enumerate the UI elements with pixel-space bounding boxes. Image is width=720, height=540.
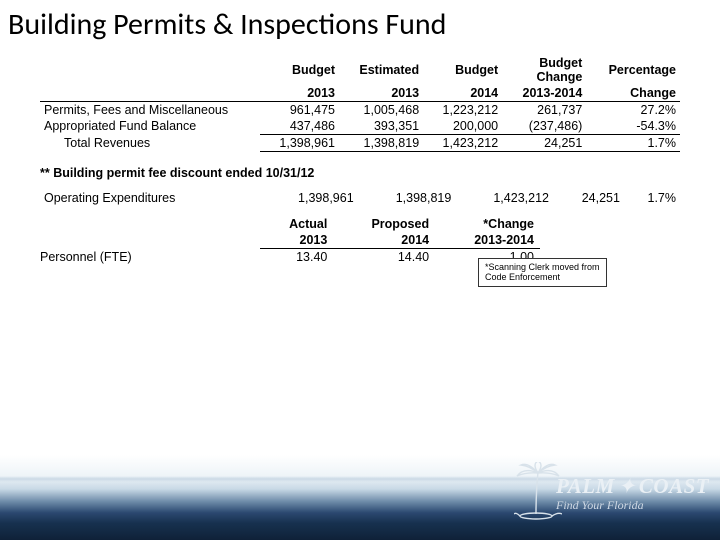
hdr-c5-top: Percentage (586, 55, 680, 85)
cell: 1,005,468 (339, 102, 423, 119)
hdr-c4-bot: 2013-2014 (502, 85, 586, 102)
brand-main: PALM✦COAST (556, 476, 709, 497)
row-permits: Permits, Fees and Miscellaneous 961,475 … (40, 102, 680, 119)
cell: 24,251 (502, 135, 586, 152)
row-permits-label: Permits, Fees and Miscellaneous (40, 102, 260, 119)
cell: 1,423,212 (423, 135, 502, 152)
opex-table: Operating Expenditures 1,398,961 1,398,8… (40, 190, 680, 206)
brand-text: PALM✦COAST Find Your Florida (556, 476, 709, 511)
cell: 1.7% (586, 135, 680, 152)
cell: 261,737 (502, 102, 586, 119)
page-title: Building Permits & Inspections Fund (0, 0, 720, 43)
table-header-row-2: 2013 2013 2014 2013-2014 Change (40, 85, 680, 102)
brand-palm: PALM (556, 474, 615, 498)
row-total: Total Revenues 1,398,961 1,398,819 1,423… (40, 135, 680, 152)
hdr-c4-top: BudgetChange (502, 55, 586, 85)
row-opex: Operating Expenditures 1,398,961 1,398,8… (40, 190, 680, 206)
hdr-c3-top: *Change (435, 216, 540, 232)
note-line2: Code Enforcement (485, 272, 600, 282)
row-fte-label: Personnel (FTE) (40, 249, 180, 266)
cell: 27.2% (586, 102, 680, 119)
cell: 14.40 (333, 249, 435, 266)
row-fte: Personnel (FTE) 13.40 14.40 1.00 (120, 249, 540, 266)
row-approp-label: Appropriated Fund Balance (40, 118, 260, 135)
hdr-c1-top: Budget (260, 55, 339, 85)
table-header-row-1: Budget Estimated Budget BudgetChange Per… (40, 55, 680, 85)
hdr-c2-bot: 2014 (333, 232, 435, 249)
hdr-c2-top: Proposed (333, 216, 435, 232)
note-line1: *Scanning Clerk moved from (485, 262, 600, 272)
brand-tagline: Find Your Florida (556, 499, 709, 511)
hdr-c3-top: Budget (423, 55, 502, 85)
hdr-blank2 (40, 85, 260, 102)
cell: 1,398,819 (339, 135, 423, 152)
cell: 961,475 (260, 102, 339, 119)
cell: -54.3% (586, 118, 680, 135)
hdr-c1-top: Actual (260, 216, 333, 232)
content-area: Budget Estimated Budget BudgetChange Per… (0, 43, 720, 265)
personnel-table: Actual Proposed *Change 2013 2014 2013-2… (120, 216, 540, 265)
pers-header-row-2: 2013 2014 2013-2014 (120, 232, 540, 249)
palm-tree-icon (514, 462, 562, 522)
cell: 1.7% (624, 190, 680, 206)
cell: 437,486 (260, 118, 339, 135)
hdr-blank (40, 55, 260, 85)
cell: 1,398,819 (358, 190, 456, 206)
hdr-blank2 (120, 232, 260, 249)
hdr-c5-bot: Change (586, 85, 680, 102)
cell: 393,351 (339, 118, 423, 135)
cell: 13.40 (260, 249, 333, 266)
revenue-table: Budget Estimated Budget BudgetChange Per… (40, 55, 680, 152)
discount-note: ** Building permit fee discount ended 10… (40, 152, 680, 190)
cell: (237,486) (502, 118, 586, 135)
row-total-label: Total Revenues (40, 135, 260, 152)
cell: 1,398,961 (260, 135, 339, 152)
cell: 1,223,212 (423, 102, 502, 119)
pers-header-row-1: Actual Proposed *Change (120, 216, 540, 232)
hdr-c2-bot: 2013 (339, 85, 423, 102)
scanning-clerk-note: *Scanning Clerk moved from Code Enforcem… (478, 258, 607, 287)
brand-dash: ✦ (618, 474, 636, 498)
hdr-c2-top: Estimated (339, 55, 423, 85)
row-approp: Appropriated Fund Balance 437,486 393,35… (40, 118, 680, 135)
brand-coast: COAST (639, 474, 709, 498)
hdr-c1-bot: 2013 (260, 232, 333, 249)
hdr-c3-bot: 2014 (423, 85, 502, 102)
hdr-blank (120, 216, 260, 232)
cell: 24,251 (553, 190, 624, 206)
cell: 200,000 (423, 118, 502, 135)
row-opex-label: Operating Expenditures (40, 190, 260, 206)
cell: 1,423,212 (455, 190, 553, 206)
cell: 1,398,961 (260, 190, 358, 206)
hdr-c3-bot: 2013-2014 (435, 232, 540, 249)
hdr-c1-bot: 2013 (260, 85, 339, 102)
palm-coast-logo: PALM✦COAST Find Your Florida (506, 460, 676, 532)
